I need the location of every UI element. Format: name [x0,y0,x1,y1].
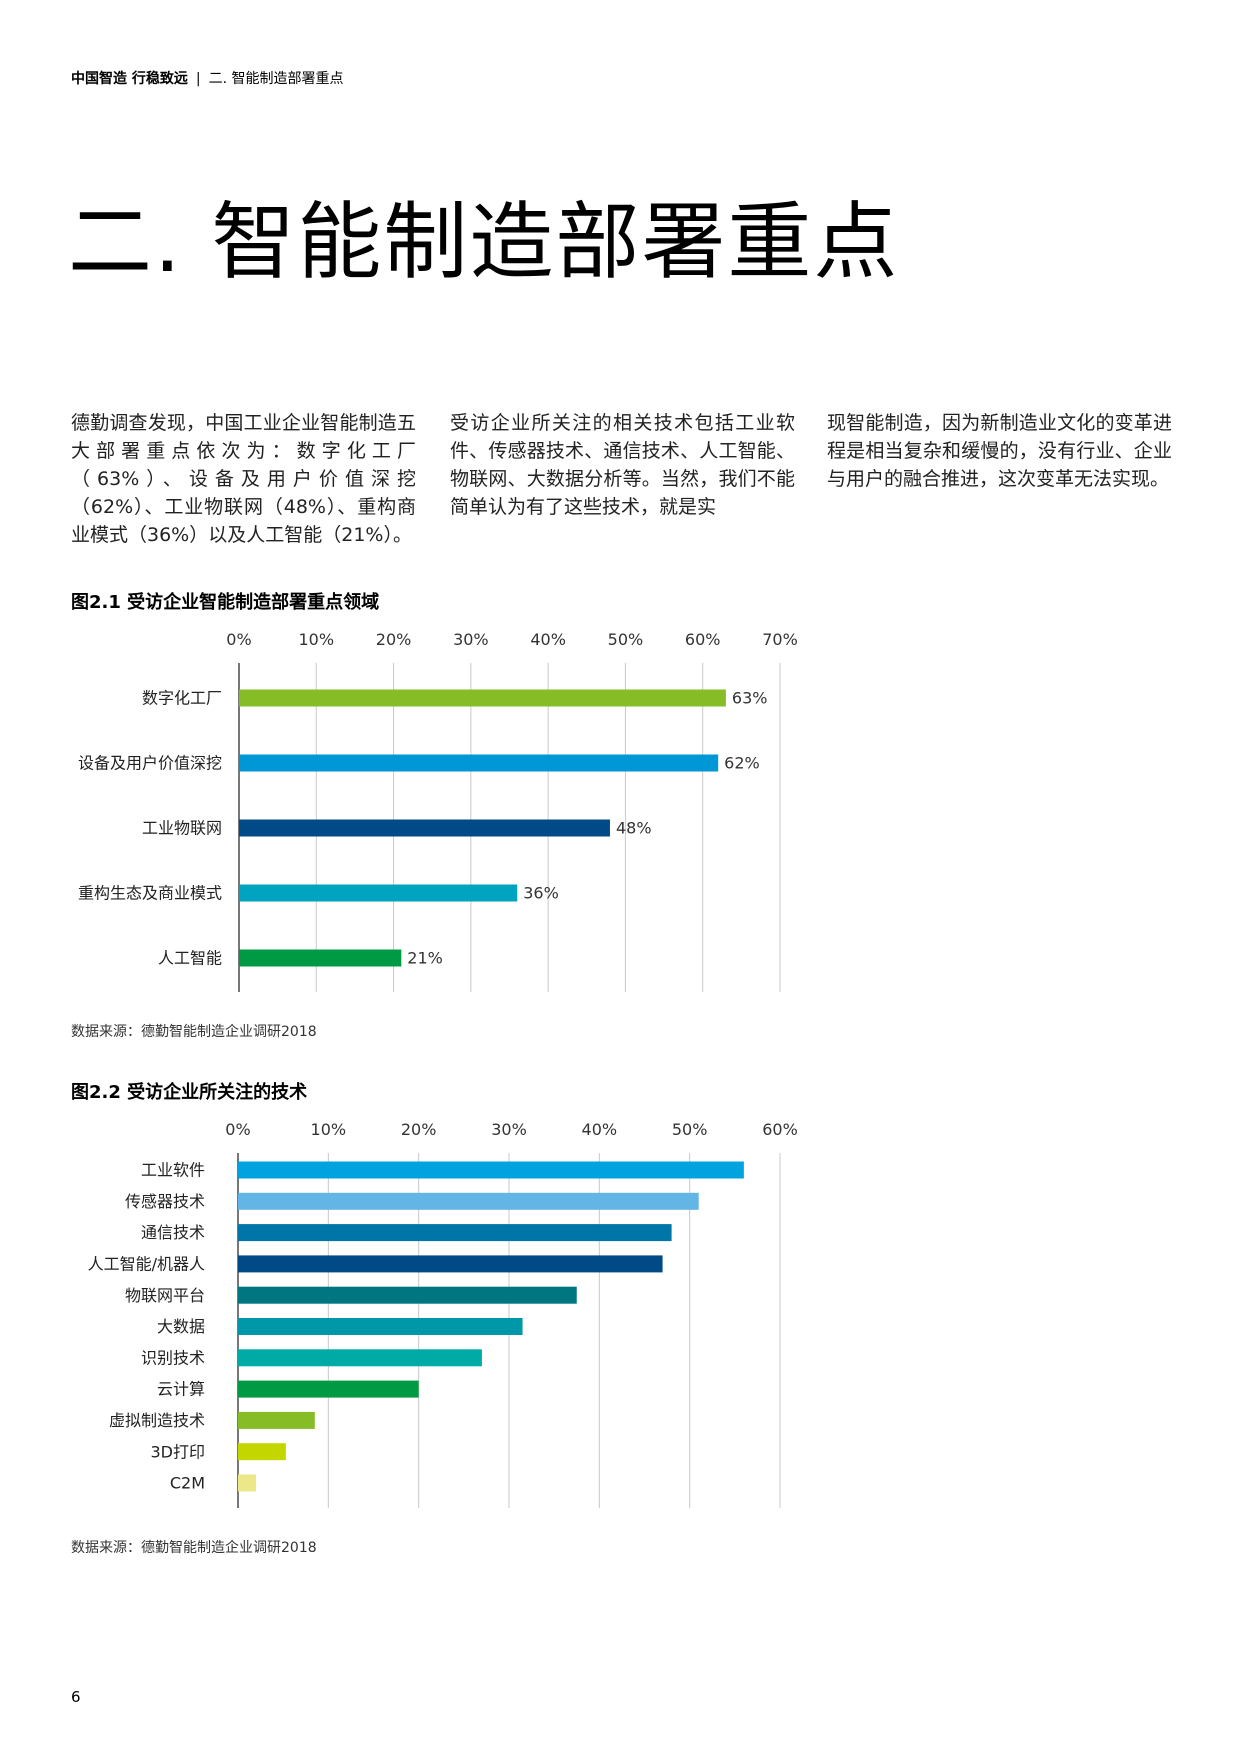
axis-tick-label: 0% [226,630,251,649]
running-header: 中国智造 行稳致远 | 二. 智能制造部署重点 [71,68,344,88]
bar [238,1474,257,1492]
value-label: 48% [616,819,652,838]
figure-2-title: 图2.2 受访企业所关注的技术 [71,1082,308,1103]
figure-1-source: 数据来源：德勤智能制造企业调研2018 [71,1024,317,1040]
axis-tick-label: 40% [530,630,566,649]
category-label: 识别技术 [141,1348,205,1367]
body-column-2: 受访企业所关注的相关技术包括工业软件、传感器技术、通信技术、人工智能、物联网、大… [450,412,795,518]
category-label: 数字化工厂 [142,689,222,708]
axis-tick-label: 40% [582,1120,618,1139]
axis-tick-label: 20% [401,1120,437,1139]
figure-2-source: 数据来源：德勤智能制造企业调研2018 [71,1540,317,1556]
bar [239,689,726,707]
category-label: 人工智能 [158,949,222,968]
category-label: 3D打印 [150,1442,205,1461]
category-label: 虚拟制造技术 [109,1411,205,1430]
bar [238,1161,744,1179]
category-label: 重构生态及商业模式 [78,884,222,903]
axis-tick-label: 20% [376,630,412,649]
bar [238,1224,672,1242]
bar [239,819,610,837]
category-label: 传感器技术 [125,1192,205,1211]
category-label: 大数据 [157,1317,205,1336]
category-label: 物联网平台 [125,1286,205,1305]
bar [239,884,518,902]
axis-tick-label: 60% [685,630,721,649]
axis-tick-label: 10% [299,630,335,649]
body-column-3: 现智能制造，因为新制造业文化的变革进程是相当复杂和缓慢的，没有行业、企业与用户的… [827,412,1172,490]
axis-tick-label: 30% [453,630,489,649]
bar [238,1380,419,1398]
page-number: 6 [71,1688,81,1706]
category-label: 云计算 [157,1380,205,1399]
bar [238,1286,577,1304]
category-label: 通信技术 [141,1223,205,1242]
bar [238,1192,699,1210]
axis-tick-label: 0% [225,1120,250,1139]
bar [238,1349,482,1367]
axis-tick-label: 50% [672,1120,708,1139]
axis-tick-label: 70% [762,630,798,649]
bar [238,1411,315,1429]
figure-1-title: 图2.1 受访企业智能制造部署重点领域 [71,592,380,613]
bar [238,1443,286,1461]
bar [239,949,402,967]
body-column-1: 德勤调查发现，中国工业企业智能制造五大部署重点依次为：数字化工厂（63%）、设备… [71,412,416,546]
category-label: 工业软件 [141,1161,205,1180]
axis-tick-label: 30% [491,1120,527,1139]
value-label: 63% [732,689,768,708]
figure-2-chart: 0% 10% 20% 30% 40% 50% 60% 工业软件传感器技术通信技术人工智能/机器… [88,1120,798,1508]
category-label: 设备及用户价值深挖 [78,754,222,773]
bar [238,1255,663,1273]
page-title: 二. 智能制造部署重点 [68,193,900,291]
bar [239,754,719,772]
axis-tick-label: 50% [608,630,644,649]
value-label: 62% [724,754,760,773]
figure-1-chart: 0% 10% 20% 30% 40% 50% 60% 70% 数字化工厂 63% 设备及用户价值深挖… [78,630,798,992]
header-separator: | [195,71,201,87]
category-label: 人工智能/机器人 [88,1255,205,1274]
axis-tick-label: 60% [762,1120,798,1139]
value-label: 21% [407,949,443,968]
value-label: 36% [523,884,559,903]
bar [238,1318,523,1335]
category-label: C2M [170,1474,205,1493]
header-section: 二. 智能制造部署重点 [208,71,344,87]
header-brand: 中国智造 行稳致远 [71,71,188,87]
axis-tick-label: 10% [311,1120,347,1139]
category-label: 工业物联网 [142,819,222,838]
